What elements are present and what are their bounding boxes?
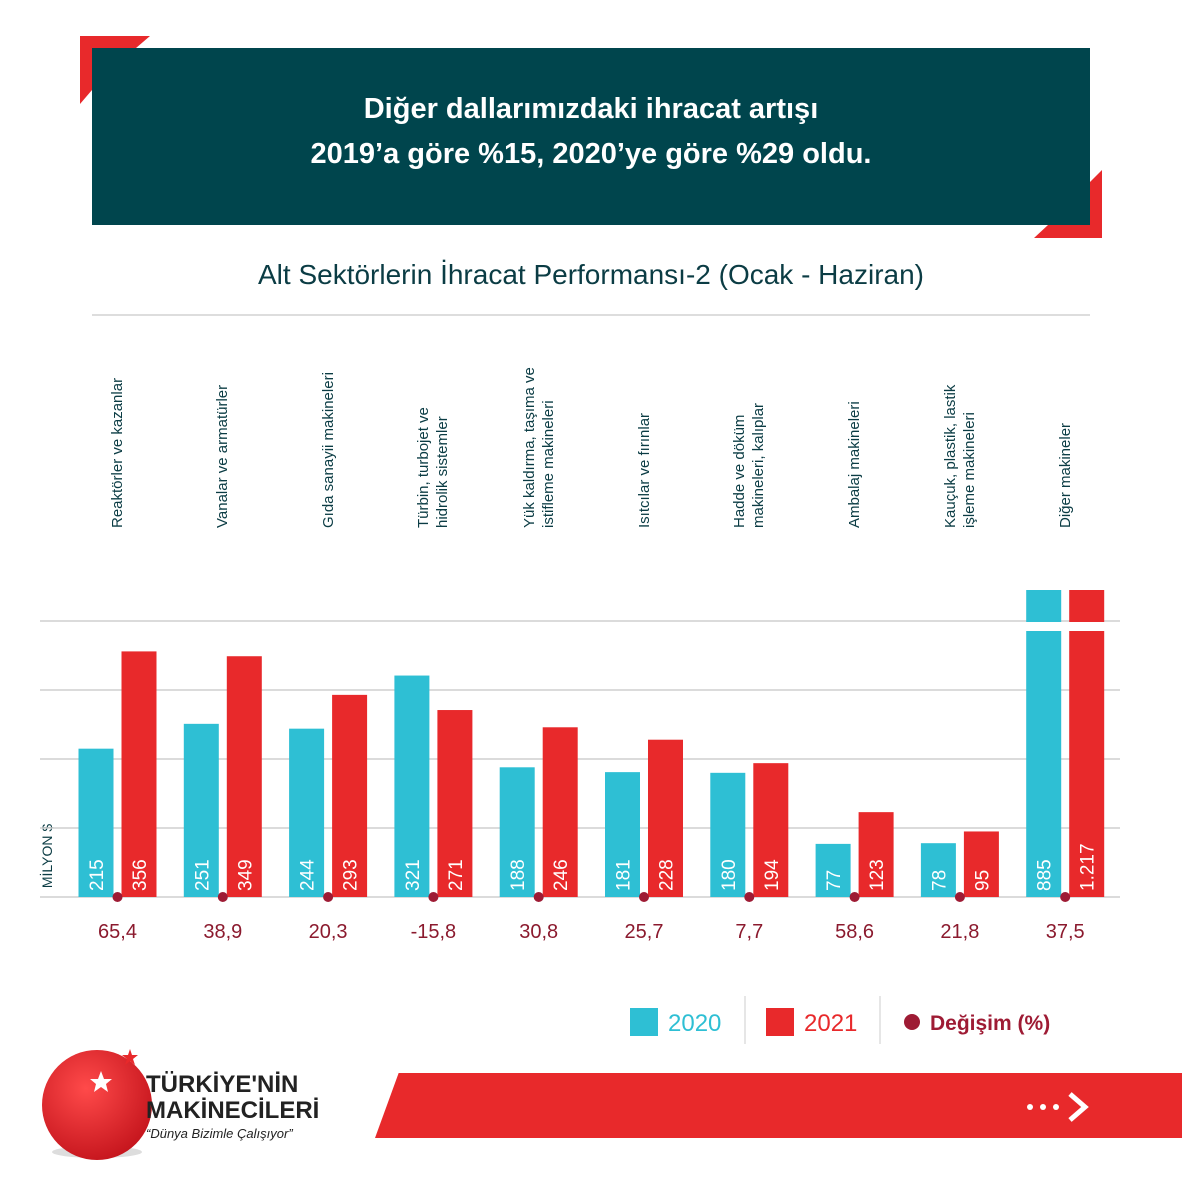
bar (394, 675, 430, 897)
header-box (92, 48, 1090, 225)
category-label: Isıtcılar ve fırınlar (635, 412, 653, 528)
value-label: 78 (929, 870, 950, 891)
bar (121, 651, 157, 897)
change-dot (954, 892, 965, 902)
bar (963, 831, 999, 897)
change-label: -15,8 (411, 921, 457, 943)
value-label: 188 (508, 859, 529, 891)
change-label: 30,8 (519, 921, 558, 943)
bar (226, 656, 262, 897)
value-label: 293 (341, 859, 362, 891)
category-label: Vanalar ve armatürler (214, 384, 232, 528)
category-label: Gıda sanayii makineleri (319, 372, 337, 528)
bar (753, 763, 789, 897)
axis-break (1068, 622, 1106, 631)
change-label: 7,7 (735, 921, 763, 943)
legend-dot (904, 1014, 920, 1030)
bar (648, 739, 683, 897)
value-label: 180 (719, 859, 740, 891)
banner-arrow (1068, 1092, 1089, 1122)
change-label: 20,3 (309, 921, 348, 943)
category-label: Türbin, turbojet ve hidrolik sistemler (415, 407, 452, 528)
value-label: 123 (867, 859, 888, 891)
category-label: Ambalaj makineleri (846, 401, 864, 528)
change-label: 37,5 (1046, 921, 1085, 943)
bar (78, 748, 114, 897)
bar (499, 767, 535, 897)
value-label: 194 (762, 859, 783, 891)
tagline: “Dünya Bizimle Çalışıyor” (146, 1126, 293, 1141)
category-label: Hadde ve döküm makineleri, kalıplar (731, 402, 768, 528)
change-dot (428, 892, 439, 902)
legend-label: 2020 (668, 1010, 721, 1037)
change-label: 21,8 (940, 921, 979, 943)
banner-dot (1040, 1104, 1046, 1110)
value-label: 246 (551, 859, 572, 891)
value-label: 77 (824, 870, 845, 891)
brand: MAKİNECİLERİ (146, 1097, 319, 1124)
category-label: Reaktörler ve kazanlar (109, 377, 126, 528)
change-label: 38,9 (203, 921, 242, 943)
change-dot (112, 892, 123, 902)
bar (332, 694, 368, 897)
bar (1026, 590, 1062, 897)
value-label: 321 (403, 859, 424, 891)
corner (80, 36, 150, 104)
banner-dot (1027, 1104, 1033, 1110)
change-dot (1060, 892, 1071, 902)
y-axis-label: MİLYON $ (38, 824, 55, 889)
banner-dot (1053, 1104, 1059, 1110)
value-label: 885 (1035, 859, 1056, 891)
value-label: 251 (192, 859, 213, 891)
value-label: 244 (298, 859, 319, 891)
corner (1034, 170, 1102, 238)
bar (542, 727, 578, 897)
logo-star (90, 1071, 112, 1092)
value-label: 271 (446, 859, 467, 891)
value-label: 349 (235, 859, 256, 891)
legend-swatch (766, 1008, 794, 1036)
change-dot (323, 892, 334, 902)
change-dot (744, 892, 755, 902)
change-dot (533, 892, 544, 902)
change-label: 58,6 (835, 921, 874, 943)
chart-title: Alt Sektörlerin İhracat Performansı-2 (O… (258, 259, 924, 290)
header-title: 2019’a göre %15, 2020’ye göre %29 oldu. (311, 138, 872, 170)
change-dot (217, 892, 228, 902)
category-label: Diğer makineler (1056, 422, 1074, 528)
bar (437, 710, 473, 897)
value-label: 228 (657, 859, 678, 891)
bar (920, 843, 956, 897)
header-title: Diğer dallarımızdaki ihracat artışı (364, 93, 819, 125)
bar (710, 772, 746, 897)
logo-circle (42, 1050, 152, 1160)
value-label: 181 (614, 859, 635, 891)
change-label: 25,7 (625, 921, 664, 943)
legend-swatch (630, 1008, 658, 1036)
banner (375, 1073, 1182, 1138)
legend-label: 2021 (804, 1010, 857, 1037)
bar (183, 723, 219, 897)
change-dot (849, 892, 860, 902)
logo-star (122, 1049, 138, 1065)
bar (815, 843, 851, 897)
change-label: 65,4 (98, 921, 137, 943)
category-label: Kauçuk, plastik, lastik işleme makineler… (941, 384, 978, 528)
category-label: Yük kaldırma, taşıma ve istifleme makine… (520, 367, 557, 528)
value-label: 215 (87, 859, 108, 891)
value-label: 1.217 (1078, 843, 1099, 891)
bar (1069, 590, 1105, 897)
bar (858, 812, 894, 897)
axis-break (1025, 622, 1063, 631)
value-label: 95 (972, 870, 993, 891)
bar (289, 728, 325, 897)
bar (605, 772, 640, 897)
brand: TÜRKİYE'NİN (146, 1071, 298, 1098)
legend-label: Değişim (%) (930, 1012, 1050, 1035)
change-dot (639, 892, 649, 902)
value-label: 356 (130, 859, 151, 891)
